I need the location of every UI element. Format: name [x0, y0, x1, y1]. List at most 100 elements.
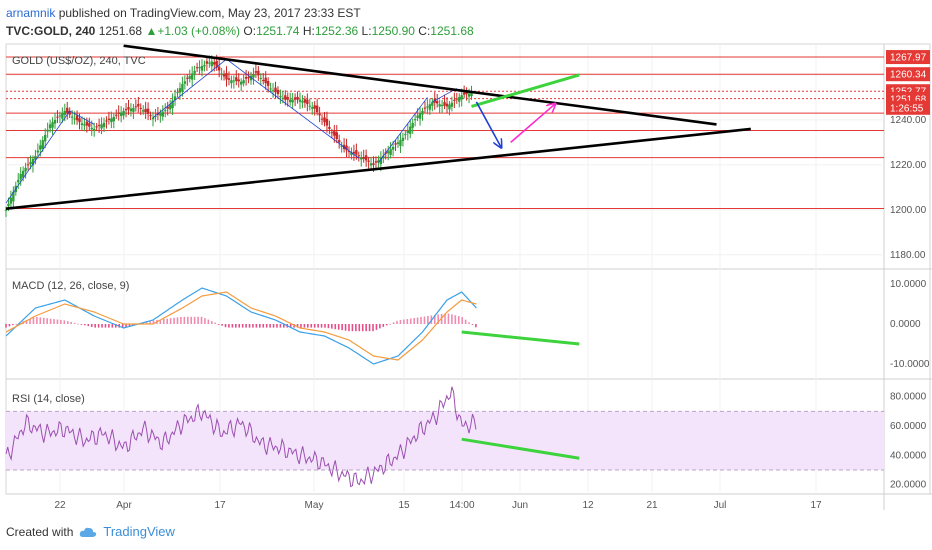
candle-body	[350, 152, 353, 155]
macd-histogram-bar	[279, 324, 282, 328]
macd-histogram-bar	[327, 324, 330, 329]
candle-body	[173, 96, 177, 100]
macd-histogram-bar	[152, 320, 155, 324]
candle-body	[85, 121, 89, 126]
candle-body	[391, 146, 395, 150]
candle-body	[230, 80, 233, 84]
macd-histogram-bar	[444, 313, 446, 324]
candle-body	[21, 170, 25, 178]
macd-histogram-bar	[248, 324, 251, 328]
macd-histogram-bar	[125, 324, 127, 327]
rsi-band	[6, 411, 884, 470]
macd-histogram-bar	[375, 324, 378, 330]
macd-histogram-bar	[313, 324, 316, 328]
candle-body	[377, 160, 380, 163]
candle-body	[450, 102, 454, 107]
candle-body	[36, 150, 40, 153]
candle-body	[244, 77, 248, 79]
candle-body	[164, 110, 167, 112]
candle-body	[73, 118, 76, 120]
candle-body	[119, 112, 123, 116]
candle-body	[213, 62, 216, 65]
candle-body	[83, 124, 86, 126]
candle-body	[159, 113, 162, 116]
candle-body	[93, 128, 96, 131]
candle-body	[181, 83, 184, 92]
macd-histogram-bar	[159, 319, 162, 324]
macd-histogram-bar	[296, 324, 299, 328]
price-tag	[886, 50, 930, 65]
candle-body	[306, 99, 309, 105]
candle-body	[151, 117, 155, 120]
macd-histogram-bar	[221, 324, 223, 326]
macd-histogram-bar	[183, 316, 186, 324]
candle-body	[46, 129, 49, 132]
price-tick-label: 1240.00	[890, 115, 927, 126]
candle-body	[41, 140, 44, 149]
macd-histogram-bar	[235, 324, 237, 328]
tradingview-cloud-icon	[80, 527, 97, 537]
macd-histogram-bar	[42, 317, 45, 324]
candle-body	[338, 140, 341, 143]
candle-body	[379, 158, 383, 164]
candle-body	[406, 130, 409, 134]
candle-body	[438, 104, 441, 107]
candle-body	[75, 115, 79, 121]
candle-body	[404, 134, 407, 136]
candle-body	[460, 95, 463, 100]
candle-body	[31, 158, 35, 166]
candle-body	[382, 155, 385, 159]
price-tag-label: 1251.68	[890, 95, 927, 106]
rsi-tick-label: 60.0000	[890, 421, 927, 432]
candle-body	[335, 132, 338, 140]
macd-histogram-bar	[214, 322, 217, 324]
price-tag-label: 1260.34	[890, 70, 927, 81]
candle-body	[105, 120, 108, 122]
macd-histogram-bar	[46, 318, 48, 324]
candle-body	[462, 92, 466, 95]
candle-body	[34, 155, 37, 160]
macd-histogram-bar	[451, 314, 453, 324]
macd-histogram-bar	[36, 316, 38, 324]
candle-body	[281, 97, 285, 99]
price-tick-label: 1180.00	[890, 250, 926, 261]
candle-body	[191, 73, 194, 80]
candle-body	[110, 118, 113, 123]
macd-histogram-bar	[166, 318, 169, 324]
candle-body	[188, 76, 191, 79]
candle-body	[291, 99, 294, 103]
candle-body	[458, 97, 461, 102]
candle-body	[357, 155, 360, 157]
macd-histogram-bar	[200, 316, 203, 324]
candle-body	[124, 109, 128, 111]
candle-body	[325, 118, 329, 126]
rsi-divergence-line	[461, 437, 580, 460]
candle-body	[217, 66, 221, 71]
candle-body	[203, 64, 206, 67]
candle-body	[66, 107, 69, 113]
candle-body	[48, 124, 52, 129]
candle-body	[129, 108, 133, 112]
candle-body	[421, 110, 424, 115]
author-link[interactable]: arnamnik	[6, 6, 56, 20]
macd-histogram-bar	[197, 316, 199, 324]
macd-histogram-bar	[176, 317, 179, 324]
candle-body	[411, 122, 414, 128]
candle-body	[455, 98, 458, 100]
macd-histogram-bar	[25, 320, 28, 324]
tradingview-brand-link[interactable]: TradingView	[103, 524, 175, 539]
macd-histogram-bar	[190, 316, 193, 324]
candle-body	[445, 103, 449, 107]
candle-body	[416, 115, 419, 118]
price-tag	[886, 100, 930, 115]
chart-canvas[interactable]: 22 Apr 17 May 15 14:00 Jun 12 21 Jul 17 1180.00 1200…	[0, 40, 932, 516]
candle-body	[215, 60, 218, 68]
rsi-pane-title: RSI (14, close)	[12, 393, 85, 405]
candle-body	[56, 116, 59, 118]
candle-body	[396, 142, 400, 144]
candle-body	[333, 131, 336, 136]
open-label: O:	[243, 24, 257, 38]
candle-body	[142, 110, 145, 112]
candle-body	[389, 149, 392, 155]
candle-body	[369, 163, 373, 166]
